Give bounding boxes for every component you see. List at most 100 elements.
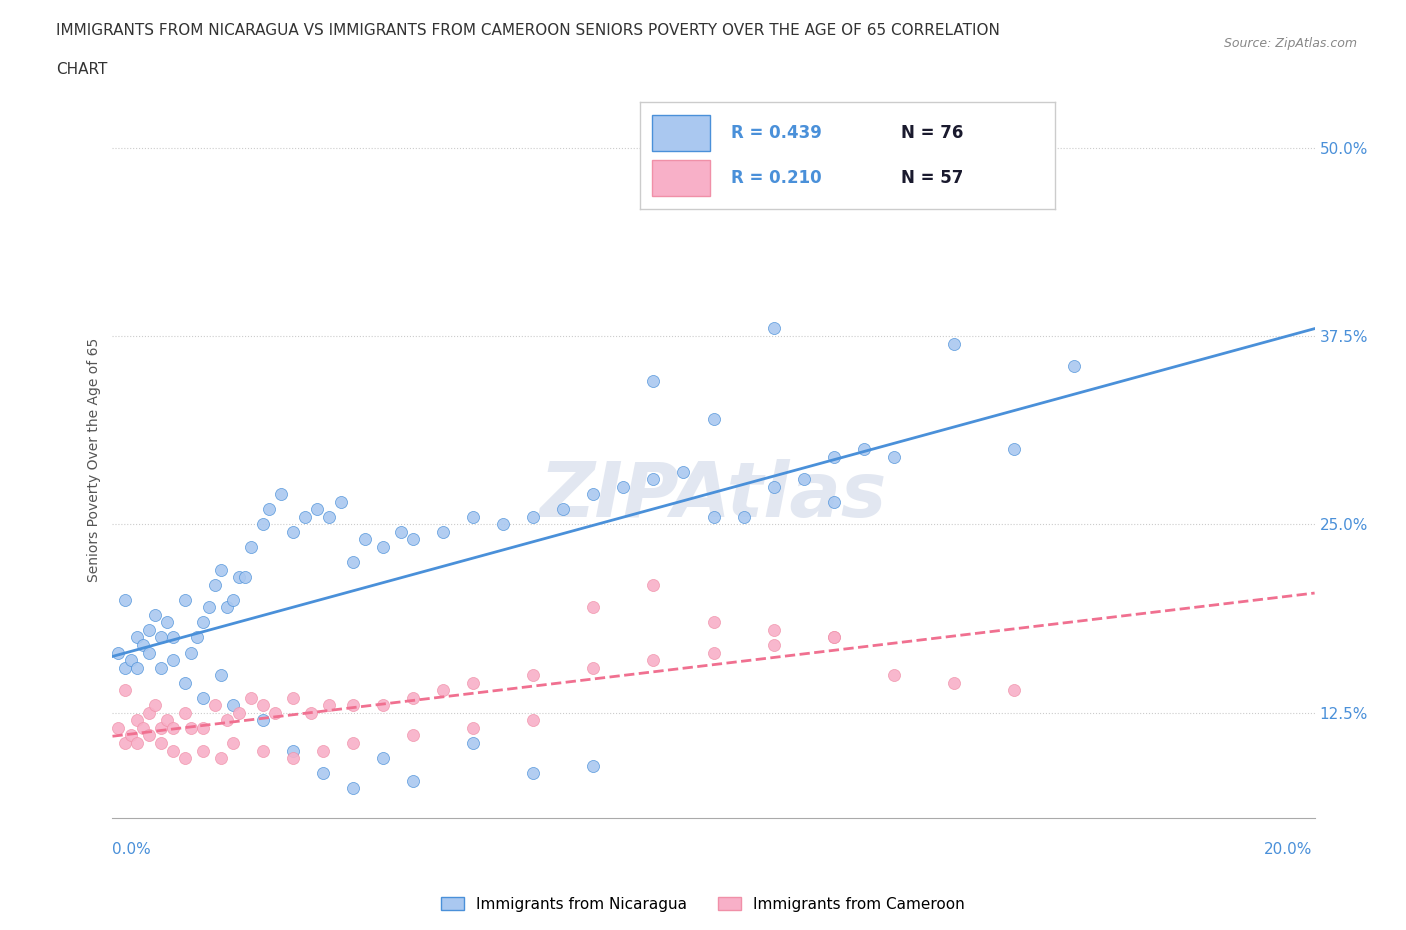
Point xyxy=(492,517,515,532)
Point xyxy=(342,781,364,796)
Point xyxy=(252,517,274,532)
Point xyxy=(197,600,219,615)
Point xyxy=(131,721,153,736)
Point xyxy=(228,570,250,585)
Point xyxy=(582,486,605,501)
Point xyxy=(402,690,425,705)
FancyBboxPatch shape xyxy=(652,160,710,196)
Point xyxy=(173,675,195,690)
Point xyxy=(149,660,172,675)
Text: 20.0%: 20.0% xyxy=(1264,842,1312,857)
Point xyxy=(107,645,129,660)
Point xyxy=(138,622,160,637)
Point xyxy=(125,736,148,751)
Point xyxy=(149,630,172,644)
Point xyxy=(643,472,665,486)
Legend: Immigrants from Nicaragua, Immigrants from Cameroon: Immigrants from Nicaragua, Immigrants fr… xyxy=(434,890,972,918)
Point xyxy=(793,472,815,486)
Point xyxy=(312,743,335,758)
Point xyxy=(305,502,328,517)
Point xyxy=(823,630,845,644)
Point xyxy=(252,743,274,758)
Point xyxy=(149,736,172,751)
Point xyxy=(329,495,352,510)
Point xyxy=(402,532,425,547)
Point xyxy=(522,668,544,683)
Point xyxy=(215,600,238,615)
Text: N = 57: N = 57 xyxy=(901,169,963,187)
Point xyxy=(312,765,335,780)
Point xyxy=(582,758,605,773)
Point xyxy=(762,479,785,494)
Text: 0.0%: 0.0% xyxy=(112,842,152,857)
Point xyxy=(162,630,184,644)
Point xyxy=(162,653,184,668)
Point xyxy=(522,510,544,525)
Point xyxy=(522,713,544,728)
Point xyxy=(173,592,195,607)
Point xyxy=(191,721,214,736)
Point xyxy=(143,698,166,712)
Point xyxy=(883,449,905,464)
Point xyxy=(294,510,316,525)
Point xyxy=(432,683,454,698)
Y-axis label: Seniors Poverty Over the Age of 65: Seniors Poverty Over the Age of 65 xyxy=(87,339,101,582)
Point xyxy=(191,743,214,758)
Point xyxy=(252,698,274,712)
Point xyxy=(239,690,262,705)
Point xyxy=(643,374,665,389)
Text: ZIPAtlas: ZIPAtlas xyxy=(540,459,887,533)
Point xyxy=(252,713,274,728)
Point xyxy=(702,411,725,426)
Point xyxy=(270,486,292,501)
Point xyxy=(582,660,605,675)
Point xyxy=(371,698,394,712)
Point xyxy=(173,751,195,765)
Point xyxy=(209,563,232,578)
Point xyxy=(402,773,425,788)
Point xyxy=(125,713,148,728)
Point xyxy=(672,464,695,479)
Point xyxy=(852,442,875,457)
Point xyxy=(281,743,304,758)
Point xyxy=(120,728,142,743)
Point xyxy=(263,706,285,721)
Point xyxy=(155,713,177,728)
Point xyxy=(522,765,544,780)
Point xyxy=(733,510,755,525)
Point xyxy=(204,578,226,592)
Point xyxy=(131,638,153,653)
Point xyxy=(155,615,177,630)
Point xyxy=(180,721,202,736)
Point xyxy=(222,592,245,607)
Point xyxy=(215,713,238,728)
Point xyxy=(342,554,364,569)
Point xyxy=(823,449,845,464)
Point xyxy=(233,570,256,585)
Point xyxy=(209,751,232,765)
Text: Source: ZipAtlas.com: Source: ZipAtlas.com xyxy=(1223,37,1357,50)
Point xyxy=(107,721,129,736)
Point xyxy=(299,706,322,721)
Point xyxy=(228,706,250,721)
Point xyxy=(204,698,226,712)
Point xyxy=(138,645,160,660)
Point xyxy=(762,622,785,637)
Point xyxy=(402,728,425,743)
Point xyxy=(143,607,166,622)
Point xyxy=(389,525,412,539)
Point xyxy=(281,751,304,765)
Point xyxy=(114,660,136,675)
Point xyxy=(1002,683,1025,698)
FancyBboxPatch shape xyxy=(652,115,710,152)
Point xyxy=(461,510,484,525)
Point xyxy=(702,645,725,660)
Point xyxy=(582,600,605,615)
Point xyxy=(125,630,148,644)
Point xyxy=(138,706,160,721)
Point xyxy=(883,668,905,683)
Point xyxy=(461,721,484,736)
Text: CHART: CHART xyxy=(56,62,108,77)
Point xyxy=(942,675,965,690)
Point xyxy=(762,321,785,336)
